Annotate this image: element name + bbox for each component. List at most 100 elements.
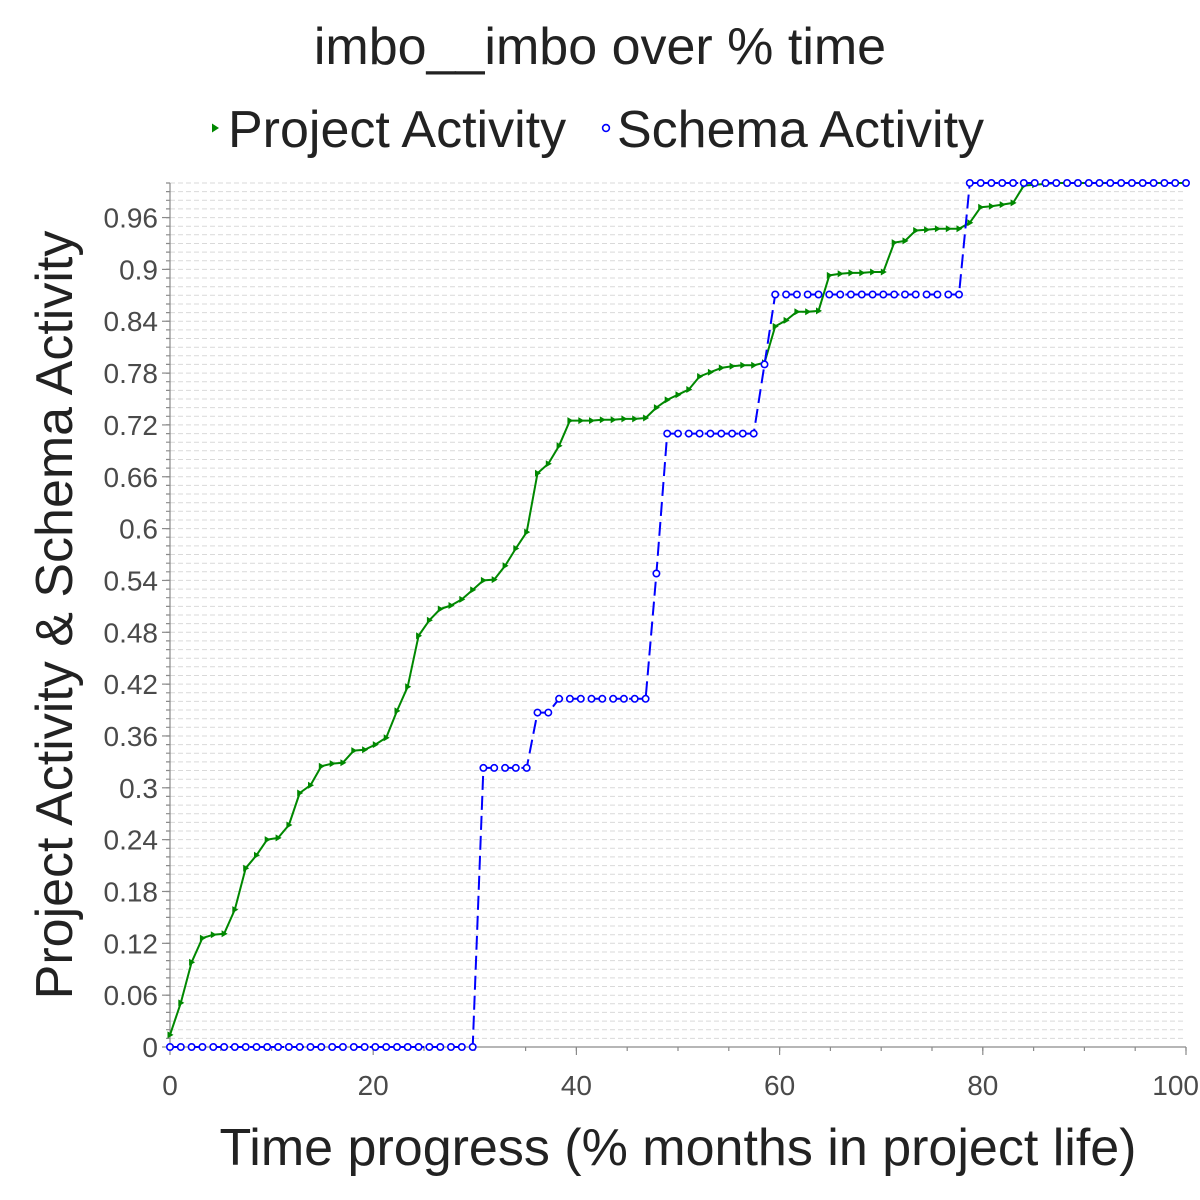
project-activity-point (772, 322, 779, 330)
x-tick-label: 80 (967, 1070, 998, 1101)
project-activity-point (167, 1031, 174, 1039)
project-activity-point (599, 416, 606, 424)
project-activity-point (318, 762, 325, 770)
y-tick-label: 0.84 (104, 306, 159, 337)
project-activity-point (275, 834, 282, 842)
project-activity-point (513, 545, 520, 552)
legend-marker-schema-activity (601, 123, 611, 133)
schema-activity-point (976, 179, 985, 188)
schema-activity-point (641, 694, 650, 703)
schema-activity-point (274, 1043, 283, 1052)
schema-activity-point (1084, 179, 1093, 188)
project-activity-point (632, 415, 639, 423)
project-activity-point (199, 934, 206, 942)
schema-activity-point (1030, 179, 1039, 188)
schema-activity-point (598, 694, 607, 703)
schema-activity-point (706, 429, 715, 438)
project-activity-point (286, 821, 293, 829)
schema-activity-point (684, 429, 693, 438)
schema-activity-point (338, 1043, 347, 1052)
y-tick-label: 0.66 (104, 462, 159, 493)
project-activity-point (643, 414, 650, 422)
project-activity-point (372, 741, 379, 749)
schema-activity-point (1149, 179, 1158, 188)
y-tick-label: 0.42 (104, 669, 159, 700)
project-activity-point (448, 602, 455, 609)
y-tick-label: 0.48 (104, 617, 159, 648)
project-activity-point (610, 416, 617, 424)
schema-activity-point (392, 1043, 401, 1052)
schema-activity-point (490, 763, 499, 772)
schema-activity-point (792, 290, 801, 299)
project-activity-point (545, 460, 552, 468)
schema-activity-point (220, 1043, 229, 1052)
project-activity-point (1010, 199, 1017, 207)
y-tick-label: 0.72 (104, 410, 159, 441)
project-activity-point (826, 271, 833, 279)
schema-activity-point (944, 290, 953, 299)
project-activity-point (621, 415, 628, 423)
project-activity-point (653, 404, 660, 412)
project-activity-point (794, 308, 801, 316)
plot-axes: 0 0.06 0.12 0.18 0.24 0.3 0.36 0.42 0.48 0.54 0.6 0… (104, 182, 1199, 1101)
project-activity-point (491, 576, 498, 584)
schema-activity-point (782, 290, 791, 299)
schema-activity-point (436, 1043, 445, 1052)
y-tick-label: 0.18 (104, 876, 159, 907)
schema-activity-point (176, 1043, 185, 1052)
schema-activity-point (295, 1043, 304, 1052)
x-tick-label: 60 (764, 1070, 795, 1101)
schema-activity-point (1117, 179, 1126, 188)
project-activity-point (707, 368, 714, 376)
project-activity-point (480, 576, 487, 584)
schema-activity-point (619, 694, 628, 703)
legend-label-project-activity: Project Activity (228, 101, 566, 159)
schema-activity-point (652, 569, 661, 578)
y-tick-label: 0 (142, 1032, 158, 1063)
project-activity-point (535, 469, 541, 477)
project-activity-point (178, 999, 185, 1007)
project-activity-point (189, 958, 196, 966)
y-tick-label: 0.12 (104, 928, 159, 959)
schema-activity-point (1106, 179, 1115, 188)
project-activity-point (664, 396, 671, 404)
schema-activity-point (241, 1043, 250, 1052)
schema-activity-point (587, 694, 596, 703)
project-activity-point (988, 202, 995, 210)
schema-activity-point (511, 763, 520, 772)
schema-activity-point (166, 1043, 175, 1052)
y-tick-label: 0.24 (104, 825, 159, 856)
schema-activity-point (695, 429, 704, 438)
x-tick-label: 20 (358, 1070, 389, 1101)
schema-activity-point (209, 1043, 218, 1052)
project-activity-point (232, 906, 239, 914)
y-tick-label: 0.78 (104, 358, 159, 389)
x-axis-label: Time progress (% months in project life) (219, 1119, 1136, 1177)
project-activity-point (351, 747, 358, 755)
schema-activity-point (738, 429, 747, 438)
project-activity-point (999, 201, 1006, 209)
schema-activity-point (749, 429, 758, 438)
x-tick-label: 40 (561, 1070, 592, 1101)
project-activity-point (264, 836, 271, 844)
plot-grid (170, 182, 1186, 1039)
schema-activity-point (328, 1043, 337, 1052)
schema-activity-point (760, 360, 769, 369)
project-activity-point (426, 616, 433, 624)
project-activity-point (394, 707, 401, 715)
y-tick-label: 0.9 (119, 254, 158, 285)
project-activity-point (859, 269, 866, 277)
project-activity-point (329, 760, 336, 768)
schema-activity-point (814, 290, 823, 299)
project-activity-point (902, 237, 909, 245)
project-activity-point (578, 417, 585, 425)
project-activity-point (254, 851, 260, 859)
schema-activity-point (1063, 179, 1072, 188)
project-activity-point (383, 734, 390, 742)
project-activity-point (308, 781, 314, 789)
schema-activity-point (1073, 179, 1082, 188)
schema-activity-point (349, 1043, 358, 1052)
project-activity-point (978, 203, 985, 211)
schema-activity-point (609, 694, 618, 703)
